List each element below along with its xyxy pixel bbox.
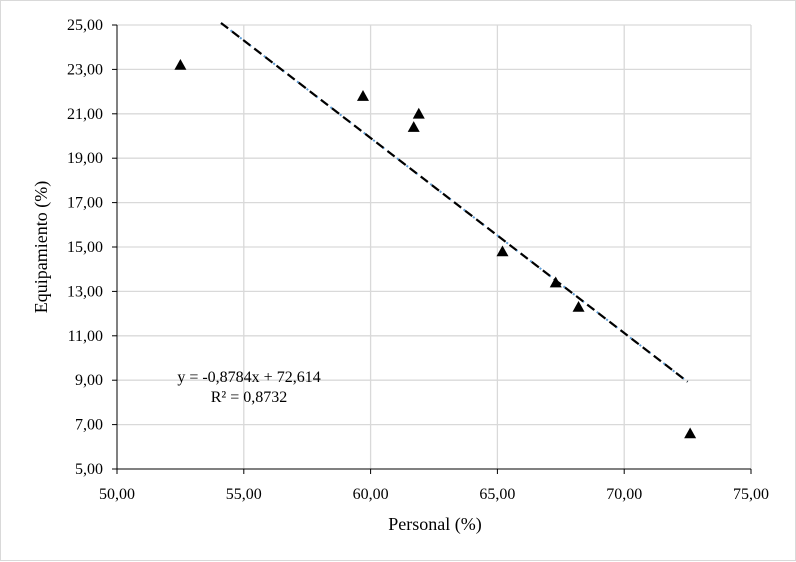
gridlines — [117, 24, 752, 469]
x-tick-label: 50,00 — [99, 486, 135, 503]
data-points — [174, 58, 697, 439]
y-tick-label: 7,00 — [75, 417, 103, 434]
y-tick-label: 17,00 — [67, 195, 103, 212]
y-axis-ticks: 5,00 7,00 9,00 11,00 13,00 15,00 17,00 19,00 21,… — [67, 17, 117, 478]
data-point-triangle — [572, 300, 585, 312]
y-axis-title: Equipamiento (%) — [31, 181, 52, 313]
x-tick-label: 60,00 — [353, 486, 389, 503]
trendline-equation: y = -0,8784x + 72,614 — [177, 369, 320, 386]
x-axis-ticks: 50,00 55,00 60,00 65,00 70,00 75,00 — [99, 469, 769, 503]
y-tick-label: 25,00 — [67, 17, 103, 34]
data-point-triangle — [496, 245, 509, 257]
x-axis-title: Personal (%) — [388, 514, 481, 535]
y-tick-label: 5,00 — [75, 461, 103, 478]
y-tick-label: 21,00 — [67, 106, 103, 123]
data-point-triangle — [549, 276, 562, 288]
x-tick-label: 75,00 — [733, 486, 769, 503]
y-tick-label: 19,00 — [67, 150, 103, 167]
x-tick-label: 65,00 — [479, 486, 515, 503]
trendline — [220, 22, 689, 383]
data-point-triangle — [356, 90, 369, 101]
trendline-dashes — [220, 22, 689, 383]
data-point-triangle — [684, 427, 697, 439]
y-tick-label: 11,00 — [68, 328, 103, 345]
y-tick-label: 9,00 — [75, 372, 103, 389]
y-tick-label: 23,00 — [67, 61, 103, 78]
trendline-r-squared: R² = 0,8732 — [211, 389, 288, 406]
data-point-triangle — [407, 121, 420, 132]
data-point-triangle — [174, 58, 187, 70]
y-tick-label: 13,00 — [67, 283, 103, 300]
data-point-triangle — [412, 107, 425, 119]
x-tick-label: 55,00 — [226, 486, 262, 503]
y-tick-label: 15,00 — [67, 239, 103, 256]
x-tick-label: 70,00 — [606, 486, 642, 503]
